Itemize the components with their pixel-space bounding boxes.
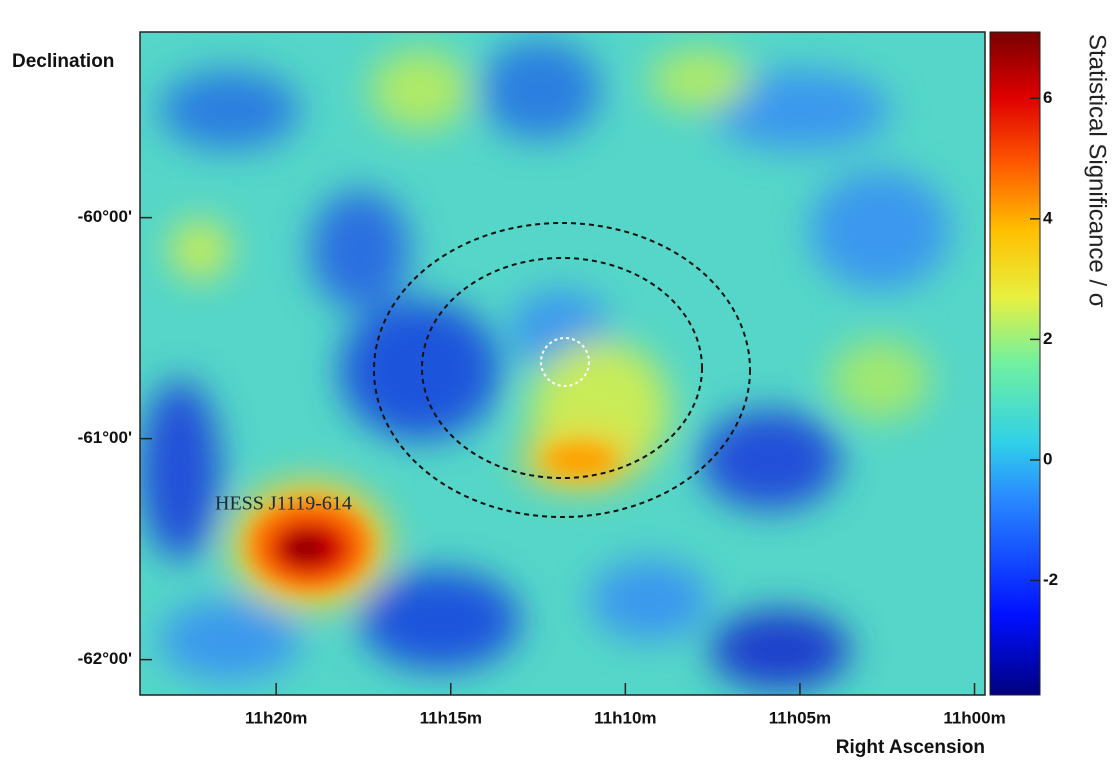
y-tick-label: -62°00' — [78, 649, 132, 668]
x-tick-label: 11h00m — [943, 708, 1005, 727]
colorbar-tick-label: 2 — [1043, 329, 1052, 348]
plot-frame — [139, 31, 986, 696]
x-axis-label: Right Ascension — [836, 737, 985, 758]
y-tick-label: -60°00' — [78, 207, 132, 226]
colorbar-tick-label: 4 — [1043, 208, 1053, 227]
colorbar-label: Statistical Significance / σ — [1084, 34, 1111, 308]
colorbar-tick-label: -2 — [1043, 570, 1058, 589]
colorbar — [989, 31, 1041, 696]
significance-map — [140, 32, 985, 695]
colorbar-tick-label: 0 — [1043, 449, 1052, 468]
x-tick-label: 11h20m — [245, 708, 307, 727]
y-axis-label: Declination — [12, 51, 114, 72]
annotation: HESS J1119-614 — [215, 493, 352, 515]
y-tick-label: -61°00' — [78, 428, 132, 447]
x-tick-label: 11h05m — [769, 708, 831, 727]
colorbar-tick-label: 6 — [1043, 88, 1052, 107]
x-tick-label: 11h15m — [420, 708, 482, 727]
x-tick-label: 11h10m — [594, 708, 656, 727]
